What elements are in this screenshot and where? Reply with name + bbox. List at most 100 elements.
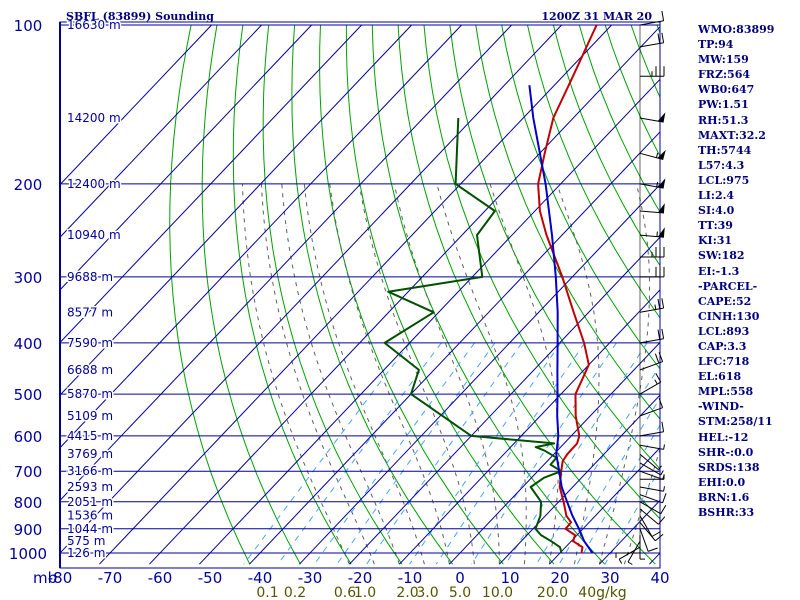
height-label: 9688 m [67,270,113,284]
index-item: CINH:130 [698,309,760,323]
index-item: LCL:893 [698,324,750,338]
temperature-tick-label: -70 [98,569,123,587]
isotherm [149,25,660,565]
wind-barb [639,453,662,470]
height-label: 4415 m [67,429,113,443]
dry-adiabat [319,24,504,565]
wind-barb-full [658,398,664,408]
pressure-tick-label: 900 [14,521,43,539]
wind-barb-staff [618,546,641,560]
wind-barb-full [661,32,665,43]
height-label: 3769 m [67,447,113,461]
dry-adiabat [423,24,660,520]
mixing-ratio-tick-label: 5.0 [449,585,471,600]
height-label: 6688 m [67,363,113,377]
height-label: 8577 m [67,305,113,319]
index-item: FRZ:564 [698,68,751,82]
moist-adiabat [329,183,450,565]
wind-barb-full [660,504,667,515]
isotherm [60,24,512,502]
temperature-tick-label: 40 [650,569,669,587]
isotherm [399,289,660,565]
wind-barb [639,178,666,189]
moist-adiabat [242,183,350,565]
wind-barb [627,540,641,565]
dry-adiabat [475,24,660,420]
index-item: SHR-:0.0 [698,445,754,459]
isotherm [60,24,212,186]
wind-barb-staff [627,540,641,563]
wind-barb [639,501,667,515]
wind-barb-full [661,421,665,432]
index-item: SW:182 [698,249,745,263]
wind-barb-full [658,352,664,362]
plot-frame [59,21,661,569]
mixing-ratio-line [243,342,411,565]
index-item: CAPE:52 [698,294,752,308]
wind-barb-half [618,558,623,564]
wind-barb [639,352,664,371]
height-label: 16630 m [67,18,121,32]
index-item: KI:31 [698,234,733,248]
mixing-ratio-tick-label: 20.0 [537,585,568,600]
mixing-ratio-tick-label: 10.0 [482,585,513,600]
index-item: TT:39 [698,219,733,233]
isotherm [249,131,660,565]
wind-barb [639,522,664,542]
wind-barb-full [661,298,665,309]
wind-barb-half [662,474,665,480]
wind-barb-full [655,373,662,383]
wind-barb [639,470,665,480]
moist-adiabat [556,183,600,565]
mixing-ratio-line [535,364,660,565]
index-item: MW:159 [698,53,749,67]
pressure-tick-label: 200 [14,176,43,194]
index-item: WMO:83899 [698,23,775,36]
height-label: 5870 m [67,387,113,401]
wind-barb [639,373,662,395]
wind-barb [618,546,641,564]
index-item: -WIND- [698,400,744,414]
wind-barb [639,535,645,560]
wind-barb [639,462,664,476]
height-label: 7590 m [67,336,113,350]
height-label: 1044 m [67,522,113,536]
wind-layer [615,10,667,565]
wind-barb-staff [639,431,664,437]
height-label: 10940 m [67,228,121,242]
temperature-tick-label: -10 [398,569,423,587]
wind-barb [639,112,666,123]
temperature-tick-label: -50 [198,569,223,587]
index-item: SRDS:138 [698,460,760,474]
isotherm [60,24,262,238]
isotherm [199,78,660,565]
height-label: 12400 m [67,177,121,191]
mixing-ratio-tick-label: 3.0 [416,585,438,600]
dry-adiabat [578,24,660,213]
pressure-tick-label: 300 [14,269,43,287]
wind-barb [639,508,666,525]
wind-barb-full [657,33,661,44]
wind-barb [639,515,661,537]
mixing-ratio-tick-label: 0.6 [334,585,356,600]
wind-barb-staff [639,407,663,417]
frame-layer [59,21,661,569]
wind-barb-half [654,304,657,310]
temperature-tick-label: -20 [348,569,373,587]
height-label: 1536 m [67,509,113,523]
temperature-tick-label: 10 [500,569,519,587]
wind-barb-half [660,470,664,476]
wind-barb [639,493,667,504]
pressure-tick-label: 700 [14,463,43,481]
mixing-ratio-line [558,397,660,565]
isotherm [60,24,362,344]
mixing-ratio-tick-label: 2.0 [396,585,418,600]
index-item: LI:2.4 [698,189,735,203]
height-label: 2593 m [67,480,113,494]
pressure-tick-label: 600 [14,428,43,446]
wind-barb-full [657,298,661,309]
wind-barb [639,444,665,450]
mixing-ratio-tick-label: 0.2 [284,585,306,600]
index-item: MPL:558 [698,385,754,399]
